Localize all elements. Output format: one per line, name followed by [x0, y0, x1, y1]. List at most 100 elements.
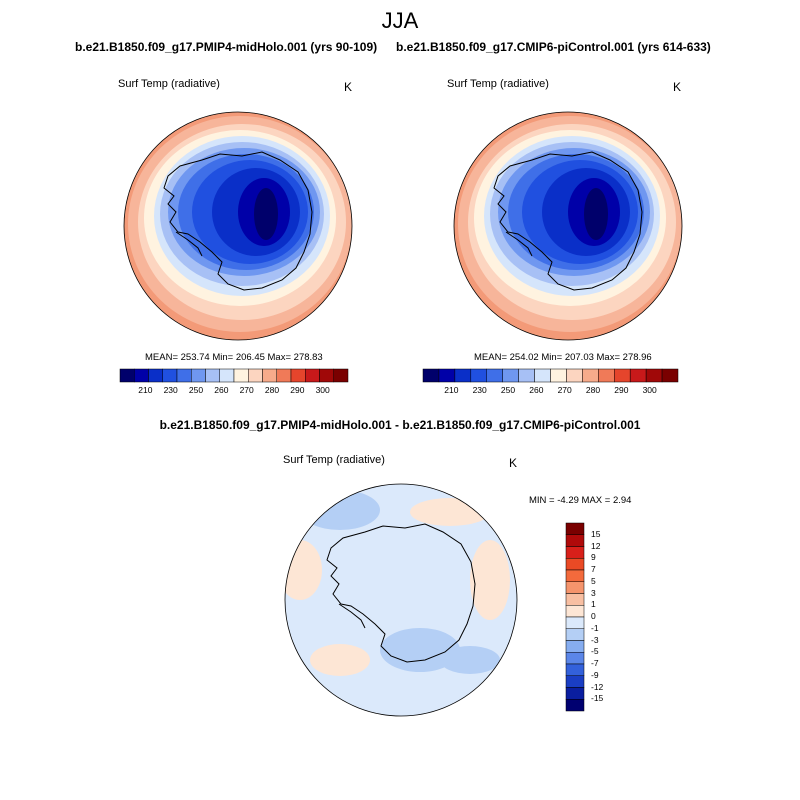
diff-colorbar-swatch	[565, 628, 585, 641]
panel-1-colorbar-swatch	[276, 368, 292, 383]
diff-stats: MIN = -4.29 MAX = 2.94	[529, 495, 632, 506]
diff-colorbar-tick-label: -3	[591, 634, 599, 645]
panel-1-colorbar-swatch	[162, 368, 178, 383]
diff-colorbar-tick-label: 12	[591, 540, 601, 551]
panel-1-colorbar-tick-label: 250	[188, 385, 204, 395]
panel-1-colorbar-swatch	[248, 368, 263, 383]
panel-2-colorbar	[422, 368, 679, 383]
diff-variable-label: Surf Temp (radiative)	[283, 454, 385, 466]
panel-1-map-border	[123, 111, 353, 341]
diff-colorbar-swatch	[565, 687, 585, 700]
diff-colorbar-tick-label: 7	[591, 564, 596, 574]
diff-colorbar-tick-label: 15	[591, 528, 601, 539]
panel-2-colorbar-swatch	[518, 368, 535, 383]
panel-2-colorbar-tick-label: 210	[444, 385, 459, 395]
diff-colorbar-swatch	[565, 569, 585, 582]
diff-colorbar-swatch	[565, 593, 585, 606]
panel-2-colorbar-tick-label: 230	[472, 385, 487, 395]
panel-1-colorbar-tick-label: 290	[290, 385, 305, 395]
panel-1-colorbar-swatch	[191, 368, 206, 383]
panel-1-colorbar-tick-label: 270	[239, 385, 254, 395]
panel-1-map	[124, 112, 352, 340]
diff-colorbar-tick-label: 5	[591, 575, 596, 586]
diff-colorbar-tick-label: -12	[591, 681, 604, 692]
panel-1-case-title: b.e21.B1850.f09_g17.PMIP4-midHolo.001 (y…	[75, 40, 378, 54]
diff-colorbar-tick-label: -1	[591, 622, 599, 633]
panel-2-colorbar-swatch	[470, 368, 487, 383]
panel-2-colorbar-tick-label: 270	[557, 385, 572, 395]
diff-colorbar-swatch	[565, 663, 585, 676]
panel-1-colorbar-swatch	[319, 368, 334, 383]
panel-2-colorbar-swatch	[422, 368, 440, 383]
panel-1-colorbar-tick-label: 300	[315, 385, 330, 395]
panel-1-colorbar-swatch	[176, 368, 192, 383]
panel-2-colorbar-swatch	[661, 368, 679, 383]
diff-colorbar	[565, 522, 585, 712]
panel-2-colorbar-swatch	[614, 368, 631, 383]
panel-1-colorbar-swatch	[205, 368, 220, 383]
diff-colorbar-swatch	[565, 675, 585, 688]
panel-1-units-label: K	[344, 80, 353, 94]
diff-colorbar-tick-label: -15	[591, 693, 604, 704]
diff-case-title: b.e21.B1850.f09_g17.PMIP4-midHolo.001 - …	[159, 418, 641, 432]
panel-1-colorbar-tick-label: 280	[264, 385, 280, 395]
panel-2-map-border	[453, 111, 683, 341]
diff-colorbar-tick-label: -5	[591, 646, 599, 657]
panel-2-colorbar-swatch	[534, 368, 551, 383]
diff-colorbar-swatch	[565, 534, 585, 547]
panel-2-colorbar-tick-label: 250	[500, 385, 516, 395]
panel-1-colorbar-tick-label: 210	[138, 385, 153, 395]
panel-1-colorbar-tick-label: 260	[214, 385, 229, 395]
panel-2-case-title: b.e21.B1850.f09_g17.CMIP6-piControl.001 …	[396, 40, 711, 54]
diff-colorbar-swatch	[565, 640, 585, 653]
panel-1-colorbar-swatch	[305, 368, 320, 383]
diff-colorbar-swatch	[565, 605, 585, 618]
panel-2-colorbar-swatch	[645, 368, 663, 383]
panel-1-colorbar-swatch	[219, 368, 235, 383]
diff-colorbar-swatch	[565, 581, 585, 594]
panel-1-colorbar-swatch	[119, 368, 135, 383]
panel-1-colorbar-swatch	[134, 368, 149, 383]
diff-colorbar-swatch	[565, 652, 585, 665]
diff-map	[285, 484, 517, 716]
diff-colorbar-tick-label: 1	[591, 599, 596, 610]
diff-colorbar-swatch	[565, 699, 585, 712]
panel-2-colorbar-swatch	[629, 368, 647, 383]
panel-1-colorbar-swatch	[148, 368, 163, 383]
panel-1-colorbar-tick-label: 230	[163, 385, 178, 395]
panel-2-map	[454, 112, 682, 340]
panel-2-colorbar-swatch	[486, 368, 503, 383]
panel-2-colorbar-tick-label: 280	[585, 385, 601, 395]
diff-colorbar-swatch	[565, 616, 585, 629]
diff-colorbar-tick-label: 0	[591, 611, 596, 621]
panel-2-units-label: K	[673, 80, 682, 94]
diff-units-label: K	[509, 456, 518, 470]
panel-1-variable-label: Surf Temp (radiative)	[118, 78, 220, 90]
panel-2-colorbar-swatch	[566, 368, 583, 383]
diff-colorbar-tick-label: -9	[591, 669, 599, 680]
diff-colorbar-swatch	[565, 522, 585, 535]
panel-1-colorbar	[119, 368, 349, 383]
diff-colorbar-tick-label: -7	[591, 658, 599, 668]
page-title: JJA	[381, 8, 419, 33]
panel-2-colorbar-tick-label: 260	[529, 385, 544, 395]
diff-colorbar-tick-label: 9	[591, 552, 596, 563]
diff-colorbar-swatch	[565, 558, 585, 571]
diff-map-border	[284, 483, 518, 717]
diff-colorbar-swatch	[565, 546, 585, 559]
panel-2-colorbar-swatch	[502, 368, 519, 383]
panel-2-stats: MEAN= 254.02 Min= 207.03 Max= 278.96	[474, 352, 652, 363]
panel-1-colorbar-swatch	[290, 368, 306, 383]
panel-2-variable-label: Surf Temp (radiative)	[447, 78, 549, 90]
panel-1-colorbar-swatch	[233, 368, 249, 383]
panel-2-colorbar-swatch	[598, 368, 615, 383]
panel-2-colorbar-swatch	[550, 368, 567, 383]
panel-2-colorbar-tick-label: 290	[614, 385, 629, 395]
diff-colorbar-tick-label: 3	[591, 587, 596, 598]
panel-1-stats: MEAN= 253.74 Min= 206.45 Max= 278.83	[145, 352, 323, 363]
panel-2-colorbar-swatch	[438, 368, 456, 383]
panel-1-colorbar-swatch	[333, 368, 349, 383]
panel-1-colorbar-swatch	[262, 368, 277, 383]
panel-2-colorbar-swatch	[454, 368, 472, 383]
